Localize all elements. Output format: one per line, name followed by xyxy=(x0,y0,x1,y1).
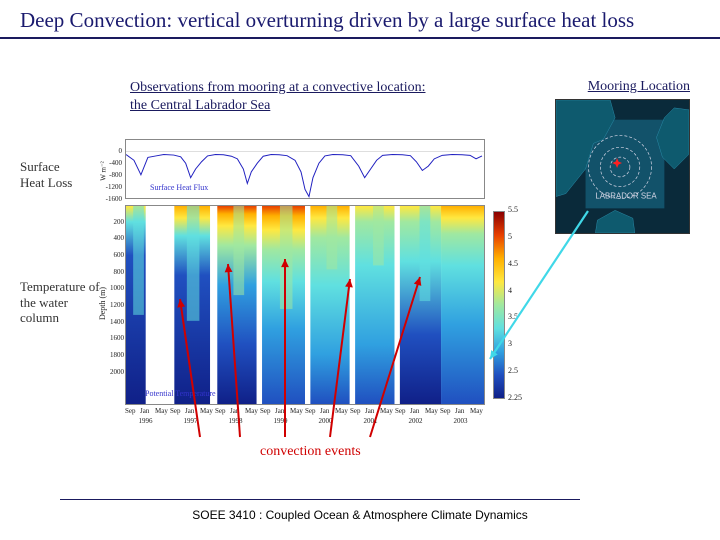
subtitle: Observations from mooring at a convectiv… xyxy=(130,79,425,115)
potential-temperature-section xyxy=(125,205,485,405)
depth-chart-annotation: Potential Temperature xyxy=(145,389,216,398)
label-water-column-temp: Temperature of the water column xyxy=(20,279,110,326)
depth-yaxis-label: Depth (m) xyxy=(98,287,107,320)
convection-events-label: convection events xyxy=(260,444,361,460)
heat-chart-annotation: Surface Heat Flux xyxy=(150,183,208,192)
content-area: Observations from mooring at a convectiv… xyxy=(0,39,720,479)
mooring-location-map: LABRADOR SEA xyxy=(555,99,690,234)
title-bar: Deep Convection: vertical overturning dr… xyxy=(0,0,720,39)
footer-rule xyxy=(60,499,580,500)
footer-text: SOEE 3410 : Coupled Ocean & Atmosphere C… xyxy=(0,508,720,522)
heat-yaxis-label: W m⁻² xyxy=(100,161,108,180)
page-title: Deep Convection: vertical overturning dr… xyxy=(20,8,700,33)
label-mooring-location: Mooring Location xyxy=(588,79,690,95)
label-surface-heat-loss: Surface Heat Loss xyxy=(20,159,110,190)
svg-text:LABRADOR SEA: LABRADOR SEA xyxy=(595,192,657,201)
colorbar xyxy=(493,211,505,399)
